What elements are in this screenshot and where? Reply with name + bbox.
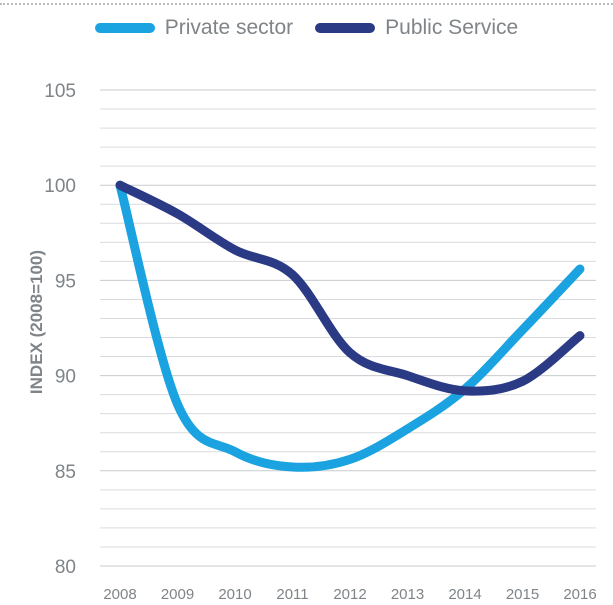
x-tick-label: 2010 — [218, 586, 251, 603]
x-tick-labels: 2008 2009 2010 2011 2012 2013 2014 2015 2016 — [103, 586, 596, 603]
y-tick-label: 95 — [55, 271, 76, 292]
x-tick-label: 2014 — [448, 586, 481, 603]
y-axis-label: INDEX (2008=100) — [27, 250, 46, 394]
x-tick-label: 2016 — [563, 586, 596, 603]
y-tick-label: 90 — [55, 367, 76, 388]
x-tick-label: 2008 — [103, 586, 136, 603]
series-line-public-service — [120, 185, 580, 391]
x-tick-label: 2013 — [391, 586, 424, 603]
y-tick-label: 85 — [55, 462, 76, 483]
y-tick-label: 100 — [44, 176, 76, 197]
y-tick-label: 80 — [55, 557, 76, 578]
series-line-private-sector — [120, 185, 580, 467]
x-tick-label: 2011 — [276, 586, 308, 603]
y-tick-labels: 80 85 90 95 100 105 — [44, 81, 76, 578]
y-tick-label: 105 — [44, 81, 76, 102]
x-tick-label: 2009 — [161, 586, 194, 603]
x-tick-label: 2015 — [506, 586, 539, 603]
series-lines — [120, 185, 580, 467]
x-tick-label: 2012 — [333, 586, 366, 603]
